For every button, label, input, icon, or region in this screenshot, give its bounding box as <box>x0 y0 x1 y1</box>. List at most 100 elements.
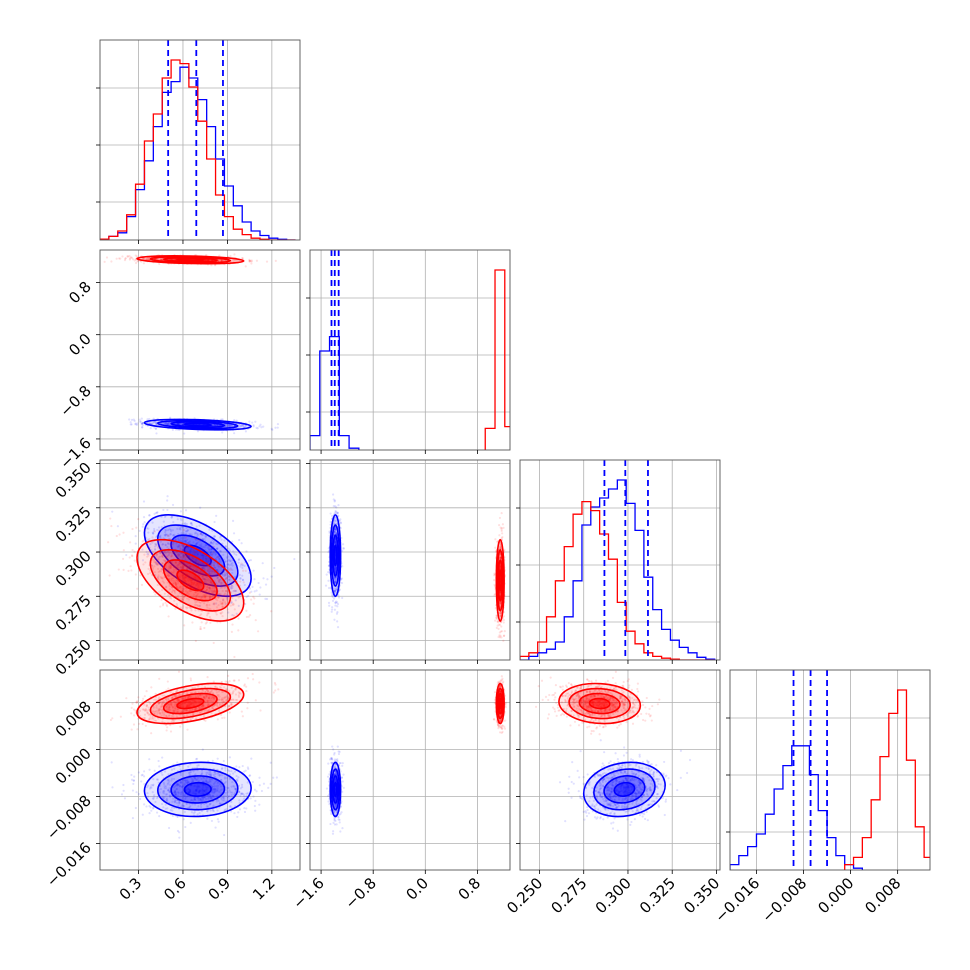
scatter-point <box>240 424 243 427</box>
density-fill-1 <box>177 570 204 591</box>
scatter-point <box>224 545 227 548</box>
scatter-point <box>250 598 253 601</box>
scatter-point <box>333 518 336 522</box>
scatter-point <box>217 259 220 262</box>
scatter-point <box>190 581 193 584</box>
scatter-point <box>174 607 177 611</box>
scatter-point <box>179 548 182 551</box>
scatter-point <box>271 428 274 432</box>
scatter-point <box>337 596 341 599</box>
scatter-point <box>192 549 195 552</box>
scatter-point <box>197 541 200 544</box>
scatter-point <box>218 559 221 562</box>
scatter-point <box>498 524 501 527</box>
scatter-point <box>176 563 180 566</box>
scatter-point <box>225 573 228 577</box>
scatter-point <box>181 562 185 565</box>
scatter-point <box>188 577 191 580</box>
scatter-point <box>166 574 170 577</box>
scatter-point <box>248 260 251 263</box>
scatter-point <box>341 596 344 600</box>
scatter-point <box>494 538 497 541</box>
scatter-point <box>499 634 502 637</box>
scatter-point <box>333 530 336 533</box>
scatter-point <box>154 548 157 552</box>
scatter-point <box>165 603 168 607</box>
scatter-point <box>168 564 171 567</box>
scatter-point <box>226 572 229 575</box>
scatter-point <box>167 565 171 568</box>
scatter-point <box>131 554 134 558</box>
scatter-point <box>331 606 334 609</box>
scatter-point <box>248 259 251 262</box>
scatter-point <box>167 542 170 546</box>
scatter-point <box>156 583 159 587</box>
scatter-point <box>182 532 185 535</box>
scatter-point <box>227 611 230 614</box>
scatter-point <box>166 499 169 502</box>
scatter-point <box>241 564 244 567</box>
scatter-point <box>500 636 503 639</box>
scatter-point <box>237 629 240 632</box>
histogram-series-1 <box>484 269 510 450</box>
scatter-point <box>251 585 254 589</box>
scatter-point <box>183 579 186 583</box>
scatter-point <box>229 586 233 589</box>
density-fill-0 <box>144 514 252 597</box>
scatter-point <box>293 557 296 561</box>
scatter-point <box>142 257 145 261</box>
scatter-point <box>181 423 184 426</box>
scatter-point <box>259 423 262 426</box>
scatter-point <box>178 585 182 588</box>
scatter-point <box>181 598 184 601</box>
scatter-point <box>161 258 164 261</box>
scatter-point <box>185 546 188 549</box>
scatter-point <box>164 601 167 604</box>
scatter-point <box>499 614 502 617</box>
scatter-point <box>204 258 207 262</box>
scatter-point <box>234 589 238 593</box>
scatter-point <box>260 426 263 429</box>
scatter-point <box>498 612 502 615</box>
scatter-point <box>196 553 200 556</box>
scatter-point <box>161 258 164 261</box>
scatter-point <box>177 563 180 567</box>
scatter-point <box>182 553 186 556</box>
scatter-point <box>180 566 183 569</box>
scatter-point <box>157 546 160 549</box>
scatter-point <box>205 621 208 624</box>
scatter-point <box>226 555 229 558</box>
scatter-point <box>187 583 190 586</box>
scatter-point <box>226 608 229 611</box>
scatter-point <box>334 578 337 582</box>
scatter-point <box>136 422 139 425</box>
scatter-point <box>168 423 171 426</box>
scatter-point <box>147 538 150 542</box>
scatter-point <box>202 574 205 577</box>
scatter-point <box>203 581 206 584</box>
scatter-point <box>154 427 157 430</box>
scatter-point <box>151 564 154 568</box>
scatter-point <box>244 430 248 433</box>
scatter-point <box>208 595 211 598</box>
scatter-point <box>165 574 169 577</box>
scatter-point <box>165 529 168 532</box>
scatter-point <box>204 544 208 547</box>
scatter-point <box>161 604 165 607</box>
panel-frame <box>99 249 301 451</box>
scatter-point <box>250 262 253 265</box>
scatter-point <box>499 546 502 549</box>
scatter-point <box>170 571 173 574</box>
scatter-point <box>235 553 238 556</box>
scatter-point <box>213 264 217 267</box>
scatter-point <box>151 531 154 534</box>
scatter-point <box>215 542 218 545</box>
scatter-point <box>276 422 280 426</box>
scatter-point <box>208 597 211 600</box>
scatter-point <box>172 543 175 546</box>
scatter-point <box>194 639 197 643</box>
scatter-point <box>226 590 230 593</box>
scatter-point <box>171 574 174 577</box>
scatter-point <box>206 614 209 617</box>
